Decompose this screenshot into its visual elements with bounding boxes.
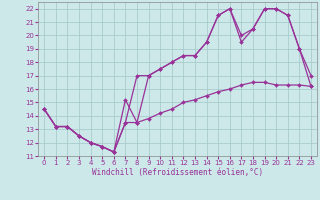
X-axis label: Windchill (Refroidissement éolien,°C): Windchill (Refroidissement éolien,°C) [92, 168, 263, 177]
